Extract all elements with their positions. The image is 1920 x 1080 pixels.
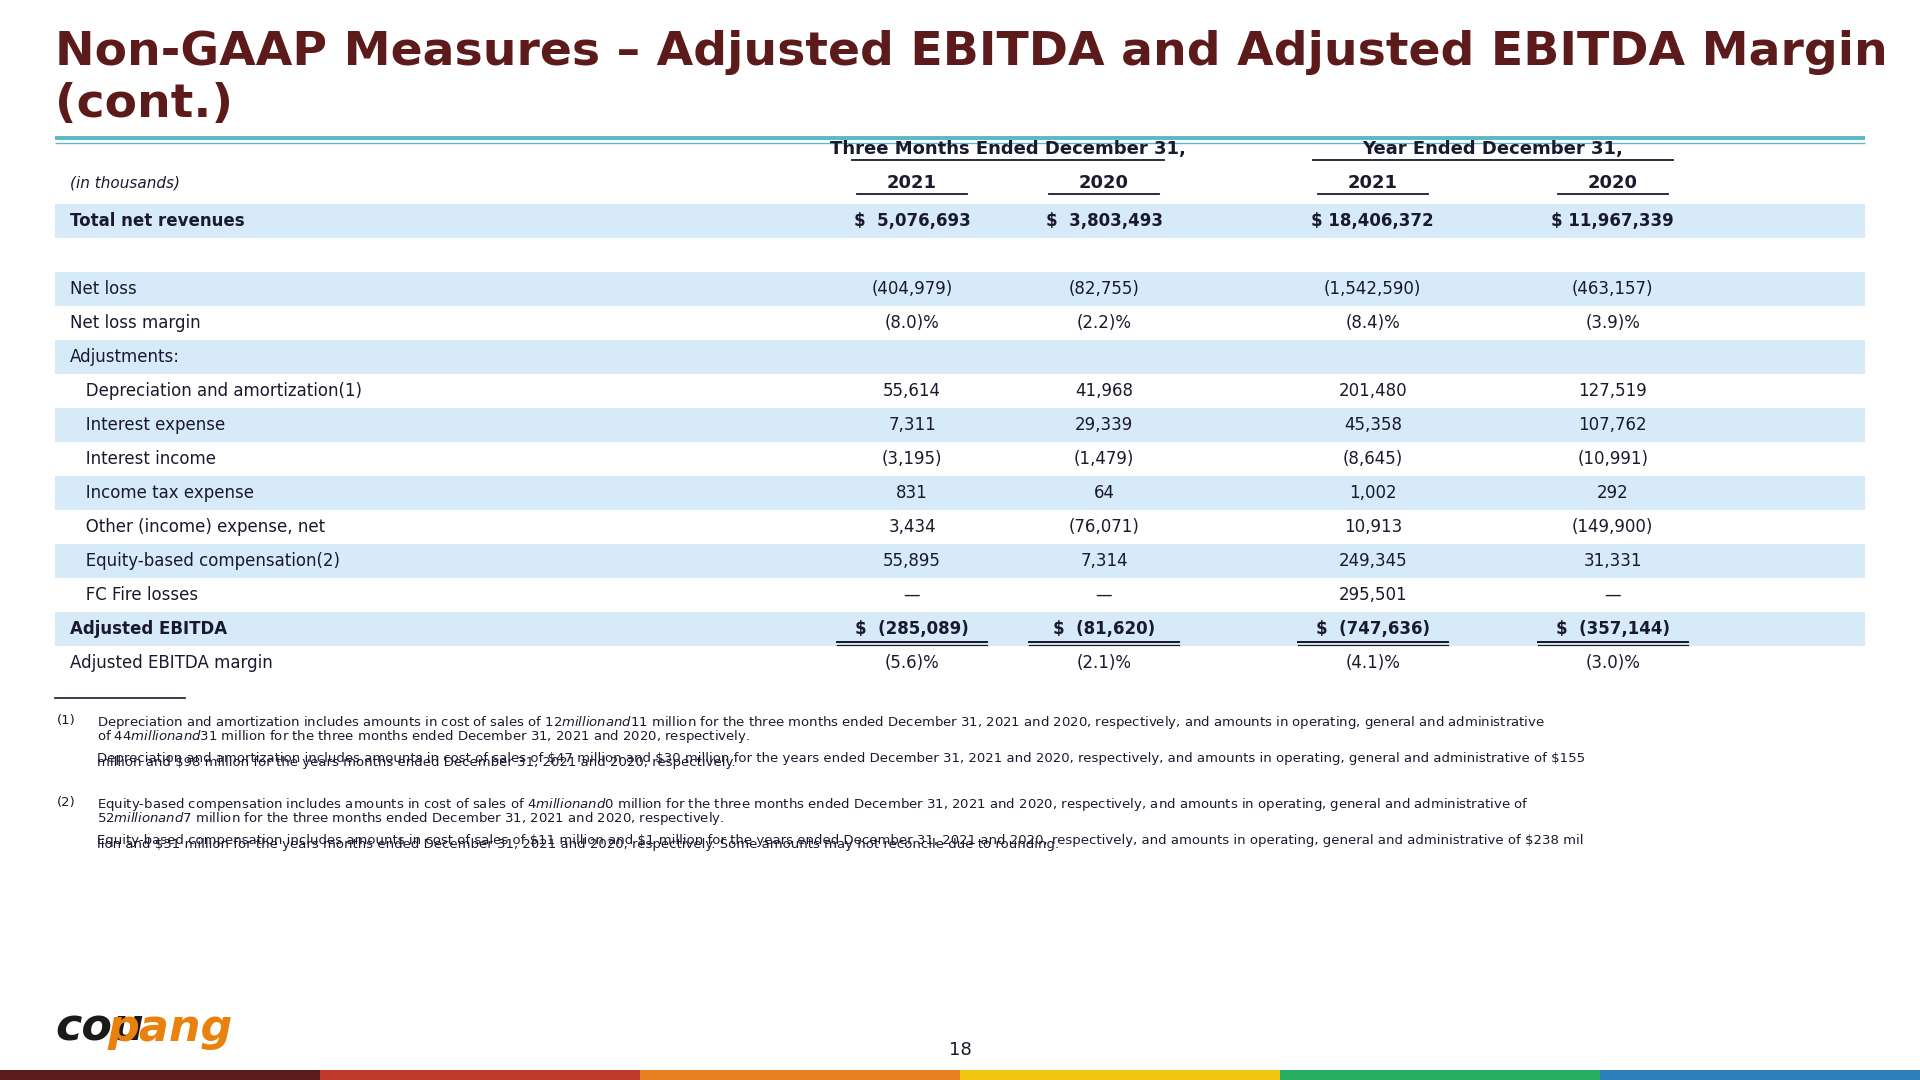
- Text: cou: cou: [56, 1007, 144, 1050]
- Text: Depreciation and amortization includes amounts in cost of sales of $12 million a: Depreciation and amortization includes a…: [98, 714, 1546, 731]
- Text: 31,331: 31,331: [1584, 552, 1642, 570]
- Text: 2021: 2021: [887, 174, 937, 192]
- Text: (76,071): (76,071): [1069, 518, 1139, 536]
- Text: of $44 million and $31 million for the three months ended December 31, 2021 and : of $44 million and $31 million for the t…: [98, 728, 751, 745]
- Text: (149,900): (149,900): [1572, 518, 1653, 536]
- Bar: [639, 1070, 960, 1080]
- Text: Income tax expense: Income tax expense: [69, 484, 253, 502]
- Text: 2020: 2020: [1079, 174, 1129, 192]
- Text: Other (income) expense, net: Other (income) expense, net: [69, 518, 324, 536]
- Text: 295,501: 295,501: [1338, 586, 1407, 604]
- Bar: [56, 612, 1864, 646]
- Bar: [321, 1070, 639, 1080]
- Text: Equity-based compensation includes amounts in cost of sales of $11 million and $: Equity-based compensation includes amoun…: [98, 834, 1584, 847]
- Text: (10,991): (10,991): [1578, 450, 1647, 468]
- Text: $52 million and $7 million for the three months ended December 31, 2021 and 2020: $52 million and $7 million for the three…: [98, 810, 724, 827]
- Text: FC Fire losses: FC Fire losses: [69, 586, 198, 604]
- Text: Total net revenues: Total net revenues: [69, 212, 244, 230]
- Text: (463,157): (463,157): [1572, 280, 1653, 298]
- Bar: [56, 204, 1864, 238]
- Text: (3.0)%: (3.0)%: [1586, 654, 1640, 672]
- Text: $ 11,967,339: $ 11,967,339: [1551, 212, 1674, 230]
- Text: 107,762: 107,762: [1578, 416, 1647, 434]
- Text: 2021: 2021: [1348, 174, 1398, 192]
- Text: lion and $31 million for the years months ended December 31, 2021 and 2020, resp: lion and $31 million for the years month…: [98, 838, 1060, 851]
- Text: (8.0)%: (8.0)%: [885, 314, 939, 332]
- Text: $  (81,620): $ (81,620): [1052, 620, 1156, 638]
- Text: Net loss margin: Net loss margin: [69, 314, 200, 332]
- Text: Year Ended December 31,: Year Ended December 31,: [1363, 140, 1622, 158]
- Text: 64: 64: [1094, 484, 1114, 502]
- Text: (1,479): (1,479): [1073, 450, 1135, 468]
- Text: Depreciation and amortization includes amounts in cost of sales of $47 million a: Depreciation and amortization includes a…: [98, 752, 1586, 765]
- Text: (cont.): (cont.): [56, 82, 232, 127]
- Text: 249,345: 249,345: [1338, 552, 1407, 570]
- Text: 18: 18: [948, 1041, 972, 1059]
- Text: —: —: [904, 586, 920, 604]
- Text: (in thousands): (in thousands): [69, 175, 180, 190]
- Text: Equity-based compensation(2): Equity-based compensation(2): [69, 552, 340, 570]
- Text: million and $98 million for the years months ended December 31, 2021 and 2020, r: million and $98 million for the years mo…: [98, 756, 735, 769]
- Bar: [960, 1070, 1281, 1080]
- Text: 3,434: 3,434: [889, 518, 935, 536]
- Text: Net loss: Net loss: [69, 280, 136, 298]
- Bar: [56, 408, 1864, 442]
- Text: (4.1)%: (4.1)%: [1346, 654, 1400, 672]
- Text: pang: pang: [108, 1007, 232, 1050]
- Text: Adjustments:: Adjustments:: [69, 348, 180, 366]
- Text: (3,195): (3,195): [881, 450, 943, 468]
- Text: 201,480: 201,480: [1338, 382, 1407, 400]
- Bar: [1599, 1070, 1920, 1080]
- Bar: [1281, 1070, 1599, 1080]
- Text: —: —: [1605, 586, 1620, 604]
- Text: 292: 292: [1597, 484, 1628, 502]
- Text: $  (357,144): $ (357,144): [1555, 620, 1670, 638]
- Text: 45,358: 45,358: [1344, 416, 1402, 434]
- Text: 127,519: 127,519: [1578, 382, 1647, 400]
- Text: —: —: [1096, 586, 1112, 604]
- Text: Adjusted EBITDA margin: Adjusted EBITDA margin: [69, 654, 273, 672]
- Text: 831: 831: [897, 484, 927, 502]
- Text: Adjusted EBITDA: Adjusted EBITDA: [69, 620, 227, 638]
- Text: (8,645): (8,645): [1342, 450, 1404, 468]
- Text: (404,979): (404,979): [872, 280, 952, 298]
- Text: Non-GAAP Measures – Adjusted EBITDA and Adjusted EBITDA Margin: Non-GAAP Measures – Adjusted EBITDA and …: [56, 30, 1887, 75]
- Text: Equity-based compensation includes amounts in cost of sales of $4 million and $0: Equity-based compensation includes amoun…: [98, 796, 1528, 813]
- Bar: [56, 340, 1864, 374]
- Text: Three Months Ended December 31,: Three Months Ended December 31,: [829, 140, 1187, 158]
- Text: 2020: 2020: [1588, 174, 1638, 192]
- Text: (2.2)%: (2.2)%: [1077, 314, 1131, 332]
- Text: Depreciation and amortization(1): Depreciation and amortization(1): [69, 382, 363, 400]
- Text: (3.9)%: (3.9)%: [1586, 314, 1640, 332]
- Text: $  5,076,693: $ 5,076,693: [854, 212, 970, 230]
- Bar: [56, 272, 1864, 306]
- Text: $  (747,636): $ (747,636): [1315, 620, 1430, 638]
- Text: Interest income: Interest income: [69, 450, 215, 468]
- Text: Interest expense: Interest expense: [69, 416, 225, 434]
- Text: (8.4)%: (8.4)%: [1346, 314, 1400, 332]
- Text: 41,968: 41,968: [1075, 382, 1133, 400]
- Text: $  (285,089): $ (285,089): [854, 620, 970, 638]
- Text: 7,314: 7,314: [1081, 552, 1127, 570]
- Text: $ 18,406,372: $ 18,406,372: [1311, 212, 1434, 230]
- Text: 55,614: 55,614: [883, 382, 941, 400]
- Bar: [56, 544, 1864, 578]
- Text: 10,913: 10,913: [1344, 518, 1402, 536]
- Text: $  3,803,493: $ 3,803,493: [1046, 212, 1162, 230]
- Text: 7,311: 7,311: [889, 416, 935, 434]
- Bar: [0, 1070, 321, 1080]
- Bar: [56, 476, 1864, 510]
- Text: (2): (2): [58, 796, 75, 809]
- Text: 29,339: 29,339: [1075, 416, 1133, 434]
- Text: (1): (1): [58, 714, 75, 727]
- Text: 55,895: 55,895: [883, 552, 941, 570]
- Text: (1,542,590): (1,542,590): [1325, 280, 1421, 298]
- Text: 1,002: 1,002: [1350, 484, 1396, 502]
- Text: (82,755): (82,755): [1069, 280, 1139, 298]
- Text: (5.6)%: (5.6)%: [885, 654, 939, 672]
- Text: (2.1)%: (2.1)%: [1077, 654, 1131, 672]
